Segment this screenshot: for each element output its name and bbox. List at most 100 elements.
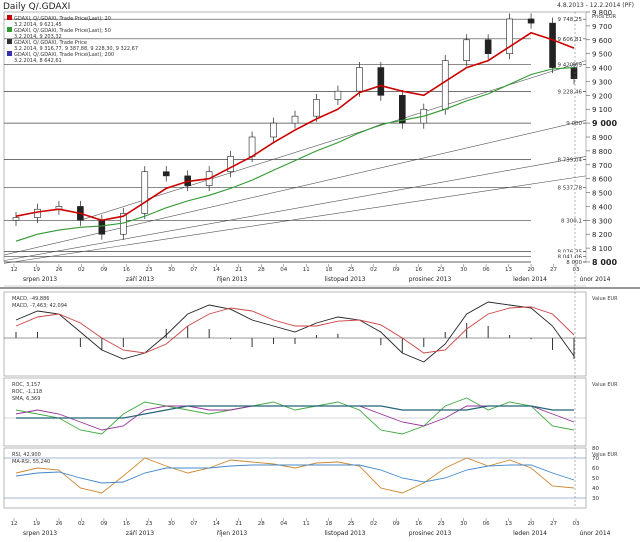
hline-label: 9 228,46: [558, 89, 583, 95]
trend-line: [3, 156, 587, 261]
macd-signal-line: [15, 306, 575, 354]
trend-line: [3, 120, 587, 256]
rsi-tick-label: 70: [592, 456, 599, 462]
legend-label: GDAXI, Q/.GDAXI, Trade Price: [14, 40, 87, 46]
candle-body: [570, 67, 578, 79]
legend-label: GDAXI, Q/.GDAXI, Trade Price(Last); 20: [14, 16, 111, 22]
legend-swatch: [7, 27, 12, 32]
macd-line: [15, 301, 575, 363]
x-tick-label: 25: [348, 521, 355, 527]
moving-average-line: [15, 31, 575, 222]
candle-body: [12, 217, 20, 221]
y-tick-label: 9 200: [592, 92, 612, 100]
rsi-legend-label: RSI, 42,900: [12, 452, 41, 458]
x-month-label: srpen 2013: [23, 276, 57, 283]
x-month-label: říjen 2013: [217, 276, 248, 283]
x-tick-label: 20: [528, 521, 535, 527]
x-tick-label: 13: [505, 267, 512, 273]
y-tick-label: 8 200: [592, 231, 612, 239]
moving-average-line: [15, 67, 575, 242]
x-month-label: září 2013: [126, 276, 154, 283]
candle-body: [313, 99, 320, 117]
y-tick-label: 9 500: [592, 51, 612, 59]
roc-axis-unit: Value EUR: [592, 382, 618, 388]
rsi-line: [15, 457, 575, 494]
x-tick-label: 02: [370, 267, 377, 273]
x-tick-label: 03: [573, 521, 580, 527]
hline-label-bg: [531, 216, 583, 224]
candle-body: [248, 136, 256, 157]
x-tick-label: 30: [168, 267, 175, 273]
candle-body: [227, 156, 234, 173]
x-month-label: leden 2014: [513, 276, 547, 283]
rsi-tick-label: 50: [592, 476, 599, 482]
x-month-label: únor 2014: [580, 276, 611, 283]
hline-label: 8 041,06: [558, 254, 583, 260]
hline-label-bg: [531, 60, 583, 68]
x-tick-label: 20: [528, 267, 535, 273]
x-tick-label: 30: [460, 521, 467, 527]
x-tick-label: 26: [55, 267, 62, 273]
legend-swatch: [7, 51, 12, 56]
candle-body: [334, 90, 342, 100]
roc-legend-label: SMA, 6,369: [12, 396, 40, 402]
indicator-panel-frame: [3, 377, 587, 447]
roc-line: [15, 397, 575, 435]
candle-body: [463, 39, 470, 61]
y-tick-label: 8 000: [592, 258, 617, 267]
legend-swatch: [7, 15, 12, 20]
x-tick-label: 06: [483, 521, 490, 527]
candle-body: [270, 122, 277, 138]
hline-label-bg: [531, 247, 583, 255]
x-month-label: listopad 2013: [325, 530, 366, 537]
y-tick-label: 9 600: [592, 37, 612, 45]
y-tick-label: 9 400: [592, 65, 612, 73]
rsi-axis-unit: Value EUR: [592, 452, 618, 458]
roc-legend-label: ROC, -1,118: [12, 389, 42, 395]
x-tick-label: 23: [145, 521, 152, 527]
x-tick-label: 12: [11, 521, 18, 527]
y-tick-label: 9 100: [592, 106, 612, 114]
x-tick-label: 18: [325, 521, 332, 527]
hline-label-bg: [531, 252, 583, 260]
roc-legend-label: ROC, 3,157: [12, 382, 40, 388]
y-tick-label: 9 000: [592, 119, 617, 128]
x-month-label: prosinec 2013: [409, 530, 452, 537]
x-tick-label: 30: [460, 267, 467, 273]
y-tick-label: 8 300: [592, 217, 612, 225]
candle-body: [356, 67, 363, 92]
x-tick-label: 30: [168, 521, 175, 527]
roc-sma-line: [16, 405, 574, 419]
x-tick-label: 11: [303, 267, 310, 273]
trend-line: [3, 175, 587, 264]
macd-legend-label: MACD, -49,886: [12, 296, 49, 302]
hline-label: 8 000: [566, 260, 582, 266]
legend-value: 3.2.2014, 9 316,77, 9 387,88, 9 228,30, …: [14, 46, 138, 52]
rsi-tick-label: 60: [592, 466, 599, 472]
x-tick-label: 02: [370, 521, 377, 527]
candle-body: [549, 22, 556, 68]
candle-body: [399, 95, 406, 124]
x-tick-label: 26: [55, 521, 62, 527]
x-tick-label: 11: [303, 521, 310, 527]
legend-swatch: [7, 39, 12, 44]
x-tick-label: 23: [438, 521, 445, 527]
y-tick-label: 8 600: [592, 176, 612, 184]
macd-axis-unit: Value EUR: [592, 296, 618, 302]
hline-label: 8 537,78: [558, 185, 583, 191]
x-tick-label: 13: [505, 521, 512, 527]
hline-label: 8 739,04: [558, 157, 583, 163]
x-tick-label: 25: [348, 267, 355, 273]
candle-body: [506, 18, 513, 54]
y-tick-label: 9 800: [592, 9, 612, 17]
x-tick-label: 12: [11, 267, 18, 273]
hline-label: 8 300,1: [561, 218, 582, 224]
x-tick-label: 09: [100, 521, 107, 527]
x-month-label: srpen 2013: [23, 530, 57, 537]
x-tick-label: 21: [235, 521, 242, 527]
legend-value: 3.2.2014, 9 621,45: [14, 22, 62, 28]
legend-value: 3.2.2014, 9 203,32: [14, 34, 62, 40]
chart-title: Daily Q/.GDAXI: [3, 2, 71, 12]
candle-body: [527, 18, 535, 24]
